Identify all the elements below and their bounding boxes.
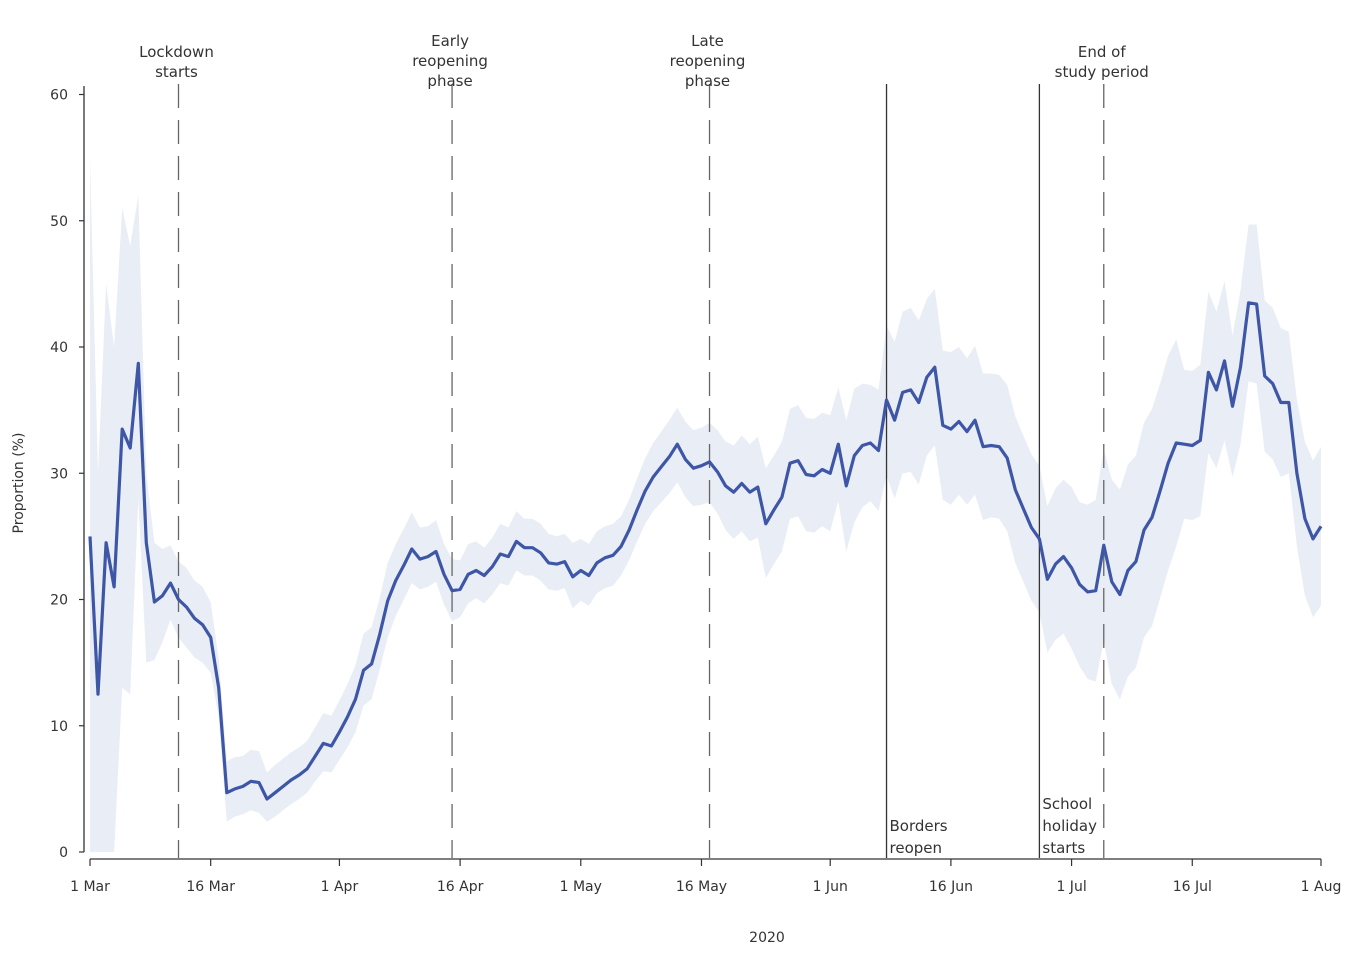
event-marker-0: Lockdown starts bbox=[139, 43, 214, 858]
event-label: End of bbox=[1078, 43, 1126, 61]
event-label: Lockdown bbox=[139, 43, 214, 61]
event-label: starts bbox=[155, 63, 198, 81]
event-label: reopening bbox=[412, 52, 488, 70]
x-tick-label: 1 Apr bbox=[321, 879, 359, 895]
event-label: study period bbox=[1055, 63, 1149, 81]
event-label: Early bbox=[431, 32, 469, 50]
y-tick-label: 50 bbox=[50, 214, 68, 230]
x-tick-label: 1 Jul bbox=[1056, 879, 1086, 895]
event-marker-5: End of study period bbox=[1055, 43, 1149, 858]
event-label: reopening bbox=[670, 52, 746, 70]
event-marker-4: School holiday starts bbox=[1039, 84, 1097, 858]
x-tick-label: 1 Aug bbox=[1301, 879, 1342, 895]
confidence-band bbox=[90, 158, 1321, 852]
y-axis-title: Proportion (%) bbox=[11, 433, 27, 534]
event-label: Late bbox=[691, 32, 724, 50]
y-tick-label: 20 bbox=[50, 593, 68, 609]
x-tick-label: 1 Jun bbox=[813, 879, 848, 895]
x-tick-label: 1 May bbox=[560, 879, 602, 895]
event-label: Borders bbox=[890, 817, 948, 835]
event-label: phase bbox=[685, 72, 730, 90]
y-tick-label: 30 bbox=[50, 466, 68, 482]
event-label: starts bbox=[1042, 839, 1085, 857]
x-tick-label: 16 May bbox=[676, 879, 727, 895]
x-tick-label: 16 Jul bbox=[1173, 879, 1212, 895]
y-tick-label: 10 bbox=[50, 719, 68, 735]
y-tick-label: 40 bbox=[50, 340, 68, 356]
confidence-band-layer bbox=[90, 158, 1321, 852]
x-tick-label: 16 Jun bbox=[929, 879, 973, 895]
x-tick-label: 1 Mar bbox=[70, 879, 110, 895]
event-label: phase bbox=[427, 72, 472, 90]
event-label: reopen bbox=[890, 839, 943, 857]
x-axis-title: 2020 bbox=[749, 930, 785, 946]
x-tick-label: 16 Mar bbox=[186, 879, 235, 895]
x-tick-label: 16 Apr bbox=[437, 879, 484, 895]
event-label: holiday bbox=[1042, 817, 1097, 835]
event-marker-1: Early reopening phase bbox=[412, 32, 488, 858]
y-tick-label: 60 bbox=[50, 88, 68, 104]
event-label: School bbox=[1042, 795, 1092, 813]
y-tick-label: 0 bbox=[59, 845, 68, 861]
